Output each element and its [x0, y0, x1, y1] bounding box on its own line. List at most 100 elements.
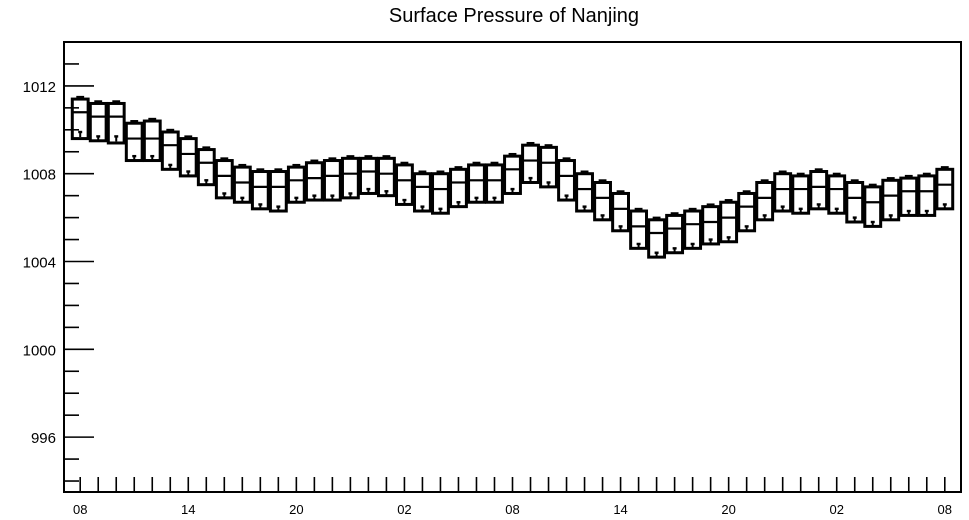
box-item [791, 172, 811, 215]
box-rect [449, 167, 468, 209]
box-item [575, 170, 594, 213]
box-rect [340, 156, 360, 200]
box-item [232, 163, 252, 204]
x-tick-label: 08 [938, 502, 952, 517]
x-tick-label: 20 [721, 502, 735, 517]
box-item [719, 199, 739, 244]
box-rect [160, 130, 180, 171]
box-rect [142, 119, 162, 163]
x-tick-label: 08 [73, 502, 87, 517]
box-item [611, 190, 630, 233]
box-item [647, 216, 667, 259]
box-item [539, 144, 558, 189]
y-tick-label: 1012 [23, 79, 56, 96]
box-rect [827, 174, 847, 215]
box-item [106, 100, 126, 145]
box-item [196, 146, 216, 187]
box-rect [791, 174, 811, 215]
box-rect [521, 143, 540, 184]
box-item [250, 168, 270, 211]
box-item [935, 166, 955, 211]
box-item [124, 120, 144, 163]
box-rect [755, 180, 775, 222]
box-rect [557, 159, 576, 202]
box-rect [214, 159, 234, 200]
box-item [467, 161, 486, 204]
box-rect [539, 145, 558, 189]
box-item [593, 179, 612, 222]
chart-title: Surface Pressure of Nanjing [389, 5, 639, 27]
box-rect [268, 170, 288, 213]
x-tick-label: 20 [289, 502, 303, 517]
box-rect [593, 180, 612, 222]
box-item [304, 159, 324, 202]
box-item [70, 95, 90, 141]
box-rect [575, 172, 594, 213]
box-item [214, 157, 234, 200]
box-item [449, 166, 468, 209]
plot-frame [63, 41, 962, 493]
box-rect [881, 178, 901, 222]
box-rect [629, 209, 649, 250]
box-rect [683, 209, 703, 250]
box-rect [467, 163, 486, 204]
box-item [881, 177, 901, 222]
box-rect [88, 101, 108, 143]
box-item [917, 172, 937, 217]
box-item [701, 203, 721, 246]
y-axis: 996 1000 1004 1008 1012 [23, 41, 94, 482]
box-item [827, 172, 847, 215]
box-item [755, 179, 775, 222]
box-rect [809, 170, 829, 211]
y-tick-label: 1004 [23, 255, 56, 272]
box-rect [863, 185, 883, 228]
box-rect [611, 191, 630, 233]
box-item [845, 179, 865, 224]
box-series [70, 95, 955, 259]
box-rect [413, 172, 432, 213]
x-axis: 08 14 20 02 08 14 20 02 08 [73, 477, 952, 517]
box-rect [899, 176, 919, 217]
box-item [160, 128, 180, 171]
box-item [178, 135, 198, 178]
box-item [485, 161, 504, 204]
box-rect [719, 200, 739, 244]
box-item [503, 152, 522, 195]
box-rect [665, 213, 685, 255]
box-item [268, 168, 288, 213]
y-tick-label: 996 [31, 430, 56, 447]
box-item [358, 155, 378, 195]
box-rect [70, 97, 90, 141]
box-item [665, 212, 685, 255]
x-tick-label: 02 [829, 502, 843, 517]
x-tick-label: 02 [397, 502, 411, 517]
box-item [557, 157, 576, 202]
box-item [88, 100, 108, 143]
y-tick-label: 1008 [23, 167, 56, 184]
box-item [863, 183, 883, 228]
box-rect [737, 191, 757, 233]
box-item [737, 190, 757, 233]
box-rect [485, 163, 504, 204]
y-tick-label: 1000 [23, 342, 56, 359]
box-rect [845, 180, 865, 224]
box-item [899, 174, 919, 217]
box-item [142, 117, 162, 163]
box-item [340, 155, 360, 200]
box-item [629, 207, 649, 250]
box-rect [431, 172, 450, 215]
box-rect [395, 163, 414, 206]
box-rect [773, 172, 793, 213]
x-tick-label: 14 [613, 502, 627, 517]
box-rect [124, 121, 144, 163]
box-item [683, 207, 703, 250]
box-rect [503, 154, 522, 195]
box-item [431, 170, 450, 215]
box-item [809, 168, 829, 211]
x-tick-label: 14 [181, 502, 195, 517]
box-rect [322, 159, 342, 202]
box-rect [647, 218, 667, 259]
box-rect [376, 156, 396, 198]
box-item [413, 170, 432, 213]
